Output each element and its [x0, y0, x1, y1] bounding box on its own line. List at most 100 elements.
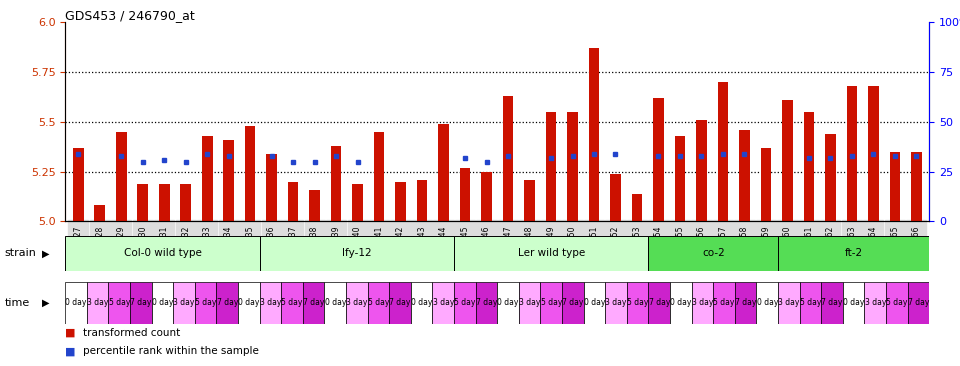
Bar	[108, 282, 131, 324]
Text: ■: ■	[65, 328, 76, 338]
Bar	[116, 132, 127, 221]
Bar	[804, 112, 814, 221]
Text: 0 day: 0 day	[411, 298, 432, 307]
Text: 3 day: 3 day	[692, 298, 713, 307]
Bar	[843, 282, 864, 324]
Text: 7 day: 7 day	[822, 298, 843, 307]
Text: 3 day: 3 day	[519, 298, 540, 307]
Text: 3 day: 3 day	[260, 298, 281, 307]
Bar	[611, 173, 621, 221]
Bar	[653, 98, 664, 221]
Bar	[847, 86, 857, 221]
Bar	[454, 282, 476, 324]
Text: 5 day: 5 day	[108, 298, 130, 307]
Bar	[368, 282, 390, 324]
Bar	[152, 282, 173, 324]
Bar	[825, 134, 836, 221]
Bar	[649, 282, 670, 324]
Bar	[778, 282, 800, 324]
Text: 0 day: 0 day	[497, 298, 518, 307]
Text: strain: strain	[5, 249, 36, 258]
Bar	[778, 236, 929, 271]
Text: 3 day: 3 day	[606, 298, 627, 307]
Bar	[868, 86, 878, 221]
Bar	[675, 136, 685, 221]
Bar	[497, 282, 518, 324]
Text: 5 day: 5 day	[368, 298, 389, 307]
Bar	[563, 282, 584, 324]
Bar	[245, 126, 255, 221]
Bar	[782, 100, 793, 221]
Text: 5 day: 5 day	[800, 298, 821, 307]
Bar	[911, 152, 922, 221]
Text: 0 day: 0 day	[756, 298, 778, 307]
Bar	[288, 182, 299, 221]
Bar	[739, 130, 750, 221]
Bar	[454, 236, 649, 271]
Bar	[503, 96, 514, 221]
Text: 5 day: 5 day	[713, 298, 734, 307]
Text: 3 day: 3 day	[174, 298, 195, 307]
Text: 7 day: 7 day	[217, 298, 238, 307]
Bar	[309, 190, 320, 221]
Bar	[545, 112, 557, 221]
Bar	[65, 236, 259, 271]
Text: 3 day: 3 day	[779, 298, 800, 307]
Bar	[173, 282, 195, 324]
Bar	[476, 282, 497, 324]
Bar	[481, 172, 492, 221]
Bar	[524, 180, 535, 221]
Bar	[518, 282, 540, 324]
Bar	[73, 147, 84, 221]
Bar	[649, 236, 778, 271]
Text: 7 day: 7 day	[390, 298, 411, 307]
Bar	[821, 282, 843, 324]
Text: 0 day: 0 day	[65, 298, 86, 307]
Text: lfy-12: lfy-12	[342, 249, 372, 258]
Bar	[460, 168, 470, 221]
Bar	[886, 282, 908, 324]
Bar	[259, 282, 281, 324]
Text: ▶: ▶	[42, 298, 50, 308]
Text: 7 day: 7 day	[303, 298, 324, 307]
Bar	[411, 282, 432, 324]
Text: 5 day: 5 day	[195, 298, 216, 307]
Bar	[432, 282, 454, 324]
Text: 0 day: 0 day	[843, 298, 864, 307]
Bar	[266, 154, 277, 221]
Bar	[137, 183, 148, 221]
Text: 0 day: 0 day	[324, 298, 346, 307]
Text: 3 day: 3 day	[347, 298, 368, 307]
Bar	[94, 205, 105, 221]
Bar	[908, 282, 929, 324]
Text: 5 day: 5 day	[454, 298, 475, 307]
Text: 3 day: 3 day	[865, 298, 886, 307]
Bar	[202, 136, 212, 221]
Bar	[735, 282, 756, 324]
Bar	[696, 120, 707, 221]
Bar	[670, 282, 691, 324]
Text: 7 day: 7 day	[563, 298, 584, 307]
Bar	[588, 48, 599, 221]
Bar	[540, 282, 563, 324]
Bar	[584, 282, 606, 324]
Bar	[347, 282, 368, 324]
Text: 3 day: 3 day	[433, 298, 454, 307]
Text: ■: ■	[65, 346, 76, 356]
Text: 7 day: 7 day	[131, 298, 152, 307]
Bar	[417, 180, 427, 221]
Bar	[390, 282, 411, 324]
Text: 5 day: 5 day	[627, 298, 648, 307]
Text: 7 day: 7 day	[649, 298, 670, 307]
Text: 0 day: 0 day	[584, 298, 605, 307]
Bar	[158, 183, 170, 221]
Bar	[195, 282, 217, 324]
Text: 0 day: 0 day	[152, 298, 173, 307]
Bar	[303, 282, 324, 324]
Bar	[627, 282, 649, 324]
Bar	[717, 82, 729, 221]
Text: 5 day: 5 day	[886, 298, 907, 307]
Text: 5 day: 5 day	[540, 298, 562, 307]
Text: 0 day: 0 day	[238, 298, 259, 307]
Bar	[281, 282, 303, 324]
